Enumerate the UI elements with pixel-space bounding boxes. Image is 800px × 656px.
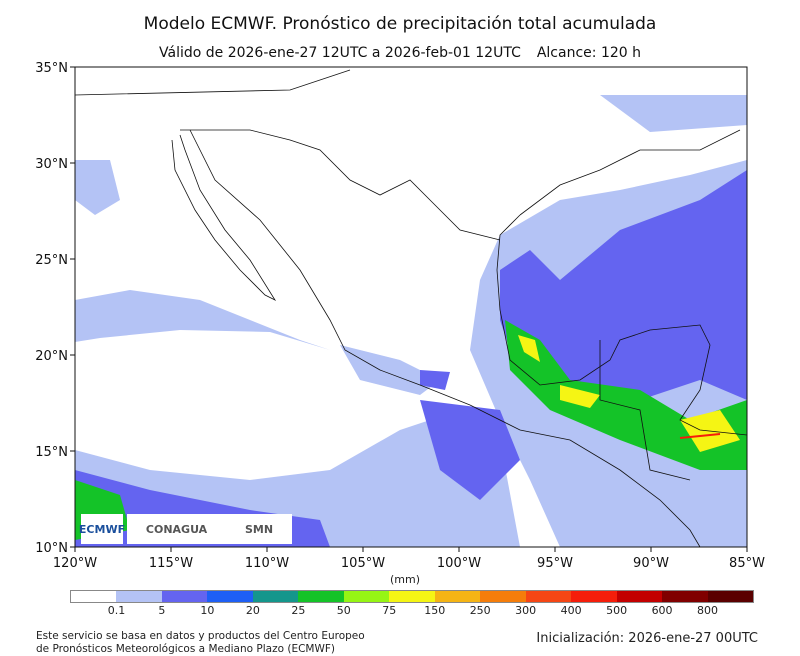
- colorbar-level: 10: [200, 604, 215, 617]
- logos: ECMWF CONAGUA SMN: [79, 514, 292, 544]
- colorbar-unit: (mm): [390, 573, 421, 586]
- colorbar-swatch: [616, 591, 663, 602]
- lon-label: 115°W: [149, 556, 193, 571]
- colorbar-swatch: [161, 591, 208, 602]
- lon-label: 105°W: [341, 556, 385, 571]
- lat-label: 25°N: [35, 253, 68, 268]
- lat-label: 35°N: [35, 61, 68, 76]
- colorbar-level: 250: [469, 604, 491, 617]
- conagua-smn-logo: CONAGUA SMN: [127, 514, 292, 544]
- colorbar-swatch: [71, 591, 117, 602]
- colorbar-swatch: [707, 591, 754, 602]
- initialization-time: Inicialización: 2026-ene-27 00UTC: [536, 631, 758, 646]
- lat-label: 10°N: [35, 541, 68, 556]
- colorbar-swatch: [434, 591, 481, 602]
- colorbar-level: 500: [606, 604, 628, 617]
- colorbar-level: 75: [382, 604, 397, 617]
- colorbar-swatch: [389, 591, 435, 602]
- lat-label: 30°N: [35, 157, 68, 172]
- lon-label: 120°W: [53, 556, 97, 571]
- coastlines-borders: [75, 69, 747, 547]
- colorbar-level: 400: [560, 604, 582, 617]
- credit-line-2: de Pronósticos Meteorológicos a Mediano …: [36, 643, 335, 655]
- colorbar-swatch: [116, 591, 162, 602]
- colorbar-level: 0.1: [107, 604, 126, 617]
- colorbar-level: 5: [158, 604, 166, 617]
- colorbar-swatch: [480, 591, 526, 602]
- lat-label: 20°N: [35, 349, 68, 364]
- colorbar-level: 600: [651, 604, 673, 617]
- colorbar-swatch: [207, 591, 253, 602]
- colorbar-level: 150: [424, 604, 446, 617]
- precip-max-streak: [679, 433, 721, 439]
- map-subtitle: Válido de 2026-ene-27 12UTC a 2026-feb-0…: [0, 45, 800, 61]
- colorbar-swatch: [343, 591, 390, 602]
- colorbar-swatch: [525, 591, 572, 602]
- valid-period: Válido de 2026-ene-27 12UTC a 2026-feb-0…: [159, 45, 521, 61]
- colorbar-swatch: [252, 591, 299, 602]
- footer-credit: Este servicio se basa en datos y product…: [36, 630, 365, 656]
- lon-label: 110°W: [245, 556, 289, 571]
- colorbar-level: 25: [291, 604, 306, 617]
- map-title: Modelo ECMWF. Pronóstico de precipitació…: [143, 14, 657, 34]
- colorbar-level: 20: [245, 604, 260, 617]
- colorbar-level: 300: [515, 604, 537, 617]
- colorbar-swatch: [662, 591, 708, 602]
- latitude-labels: 35°N 30°N 25°N 20°N 15°N 10°N: [35, 61, 75, 556]
- colorbar-level: 800: [697, 604, 719, 617]
- lon-label: 95°W: [537, 556, 573, 571]
- lat-label: 15°N: [35, 445, 68, 460]
- lon-label: 100°W: [437, 556, 481, 571]
- lon-label: 85°W: [729, 556, 765, 571]
- lon-label: 90°W: [633, 556, 669, 571]
- colorbar-level: 50: [336, 604, 351, 617]
- colorbar-swatch: [298, 591, 344, 602]
- colorbar: [70, 590, 754, 603]
- credit-line-1: Este servicio se basa en datos y product…: [36, 630, 365, 642]
- precipitation-map: 35°N 30°N 25°N 20°N 15°N 10°N 120°W 115°W 110°W…: [35, 61, 765, 571]
- ecmwf-logo: ECMWF: [79, 514, 125, 544]
- forecast-range: Alcance: 120 h: [536, 45, 641, 61]
- longitude-labels: 120°W 115°W 110°W 105°W 100°W 95°W 90°W 85°W: [53, 547, 765, 571]
- colorbar-swatch: [571, 591, 617, 602]
